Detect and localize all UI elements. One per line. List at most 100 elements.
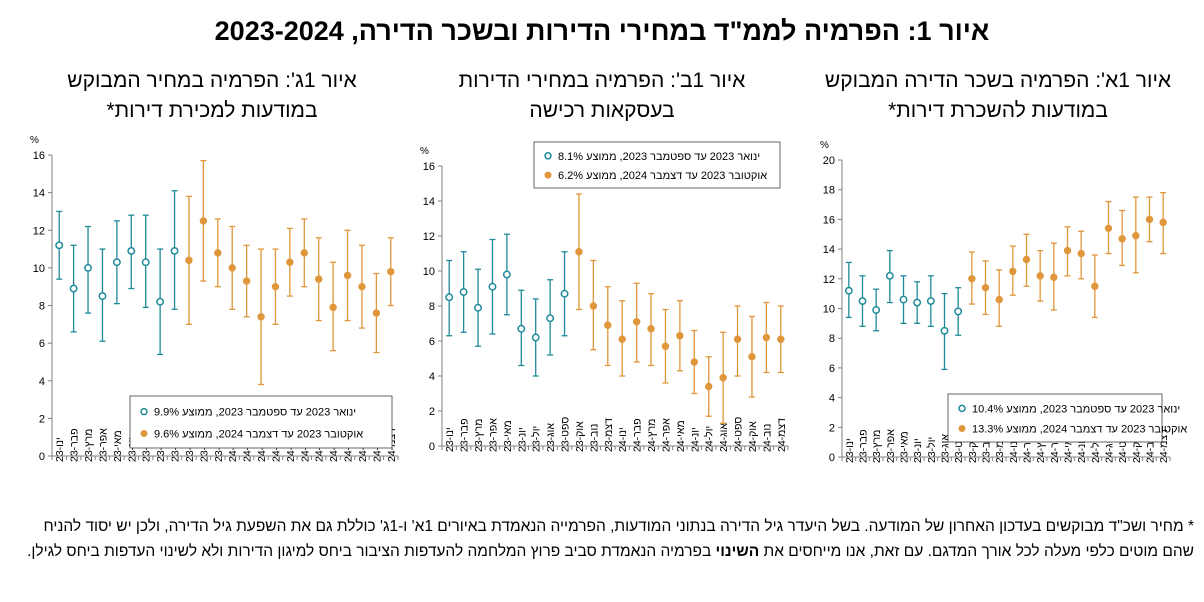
x-tick-label: יונ-23 — [912, 438, 924, 463]
data-point — [387, 267, 395, 276]
data-point — [618, 335, 626, 343]
data-point — [257, 313, 265, 321]
legend-marker-period1 — [544, 152, 552, 160]
data-point — [1159, 218, 1167, 227]
panel-1c-title-line2: במודעות למכירת דירות* — [106, 99, 318, 122]
data-point — [343, 271, 352, 280]
data-point — [940, 326, 949, 335]
panel-1b-title-line2: בעסקאות רכישה — [529, 99, 675, 122]
y-tick-label: 10 — [823, 304, 835, 316]
y-tick-label: 6 — [829, 363, 835, 375]
data-point — [676, 332, 684, 340]
data-point — [748, 353, 756, 361]
data-point — [445, 293, 454, 302]
legend-marker-period2 — [544, 171, 552, 179]
main-title: איור 1: הפרמיה לממ"ד במחירי הדירות ובשכר… — [214, 16, 990, 46]
y-tick-label: 10 — [33, 263, 45, 275]
y-tick-label: 12 — [33, 225, 45, 237]
data-point — [1132, 232, 1140, 240]
y-tick-label: 6 — [39, 338, 45, 350]
data-point — [517, 324, 526, 333]
panel-1b-title: איור 1ב': הפרמיה במחירי הדירות בעסקאות ר… — [402, 66, 802, 126]
data-point — [286, 258, 294, 266]
y-tick-label: 2 — [829, 422, 835, 434]
y-tick-label: 16 — [823, 214, 835, 226]
x-tick-label: מאי-23 — [112, 430, 124, 462]
data-point — [1091, 282, 1099, 290]
x-tick-label: מאי-23 — [502, 420, 514, 452]
data-point — [315, 275, 323, 283]
data-point — [632, 318, 641, 326]
legend-marker-period1 — [958, 404, 966, 413]
data-point — [844, 286, 853, 295]
data-point — [112, 258, 121, 267]
y-tick-label: 8 — [429, 301, 435, 313]
x-tick-label: יונ-23 — [516, 427, 528, 452]
x-tick-label: יול-23 — [926, 437, 938, 463]
data-point — [474, 303, 482, 312]
data-point — [1050, 273, 1058, 282]
data-point — [1104, 224, 1113, 233]
data-point — [127, 246, 136, 255]
data-point — [647, 325, 655, 333]
data-point — [98, 292, 107, 301]
panel-1a-title-line2: במודעות להשכרת דירות* — [888, 99, 1108, 122]
y-tick-label: 18 — [823, 185, 835, 197]
x-tick-label: פבר-23 — [459, 419, 471, 452]
data-point — [733, 335, 742, 343]
y-tick-label: 12 — [823, 274, 835, 286]
data-point — [69, 284, 78, 293]
data-point — [858, 297, 867, 306]
data-point — [661, 342, 670, 350]
x-tick-label: ספט-24 — [733, 417, 745, 452]
x-tick-label: מאי-23 — [899, 431, 911, 463]
legend-label-period2: אוקטובר 2023 עד דצמבר 2024, ממוצע 6.2% — [558, 170, 767, 182]
data-point — [690, 358, 698, 366]
data-point — [899, 295, 908, 304]
y-tick-label: 10 — [423, 266, 435, 278]
x-tick-label: פבר-23 — [69, 429, 81, 462]
y-tick-label: 2 — [429, 406, 435, 418]
data-point — [1118, 235, 1126, 243]
footnote-part2: בפרמיה הנאמדת סביב פרוץ המלחמה להעדפות ה… — [27, 543, 716, 560]
x-tick-label: מרץ-24 — [646, 419, 658, 452]
data-point — [954, 307, 963, 316]
data-point — [214, 249, 222, 257]
legend-box — [129, 395, 393, 449]
legend-marker-period2 — [140, 429, 148, 437]
x-tick-label: נוב-23 — [588, 424, 600, 452]
legend-label-period2: אוקטובר 2023 עד דצמבר 2024, ממוצע 9.6% — [154, 428, 363, 440]
x-tick-label: אוג-24 — [718, 423, 730, 452]
data-point — [156, 297, 165, 306]
x-tick-label: מרץ-23 — [83, 429, 95, 462]
legend-marker-period1 — [140, 407, 148, 416]
x-tick-label: אוק-24 — [747, 421, 759, 452]
data-point — [1022, 255, 1031, 264]
legend-label-period1: ינואר 2023 עד ספטמבר 2023, ממוצע 8.1% — [558, 151, 760, 163]
data-point — [502, 270, 511, 279]
y-tick-label: 16 — [423, 161, 435, 173]
y-tick-label: 20 — [823, 155, 835, 167]
x-tick-label: פבר-24 — [632, 419, 644, 452]
x-tick-label: יונ-23 — [126, 437, 138, 462]
panel-1c-title: איור 1ג': הפרמיה במחיר המבוקש במודעות למ… — [12, 66, 412, 126]
y-tick-label: 4 — [429, 371, 435, 383]
y-tick-label: 16 — [33, 150, 45, 162]
x-tick-label: יול-23 — [531, 426, 543, 452]
footnote-part1: * מחיר ושכ"ד מבוקשים בעדכון האחרון של המ… — [43, 518, 1194, 560]
data-point — [1009, 267, 1017, 276]
data-point — [1036, 272, 1044, 280]
data-point — [995, 295, 1003, 304]
data-point — [777, 335, 785, 343]
x-tick-label: מרץ-23 — [871, 430, 883, 463]
data-point — [762, 333, 771, 342]
x-tick-label: אפר-23 — [487, 418, 499, 452]
y-tick-label: 14 — [823, 244, 835, 256]
data-point — [589, 302, 598, 310]
y-tick-label: 0 — [429, 441, 435, 453]
x-tick-label: אוג-23 — [545, 423, 557, 452]
data-point — [1063, 246, 1072, 255]
data-point — [913, 298, 922, 307]
data-point — [926, 297, 935, 306]
x-tick-label: נוב-24 — [761, 424, 773, 452]
